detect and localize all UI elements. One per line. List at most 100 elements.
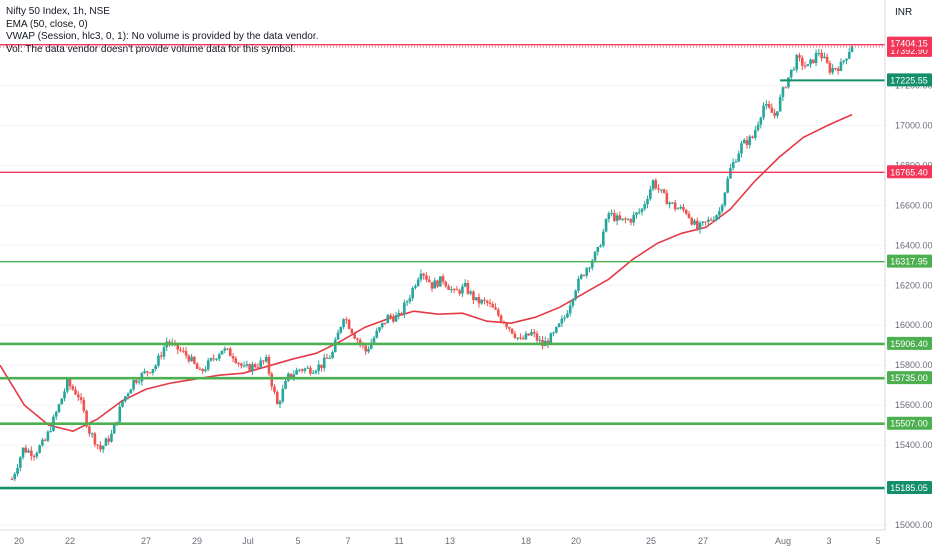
- candle-body: [488, 302, 492, 304]
- candle-body: [444, 281, 448, 287]
- candle-body: [405, 301, 409, 303]
- candle-body: [729, 168, 732, 179]
- time-tick-label: 7: [345, 536, 350, 546]
- candle-body: [24, 447, 28, 453]
- candle-body: [847, 52, 851, 59]
- candle-body: [720, 205, 724, 212]
- candle-body: [328, 357, 332, 359]
- candle-body: [85, 410, 88, 427]
- candle-body: [231, 356, 235, 359]
- candle-body: [596, 247, 600, 252]
- candle-body: [289, 373, 293, 378]
- candle-body: [93, 433, 97, 445]
- price-axis[interactable]: 17400.0017200.0017000.0016800.0016600.00…: [895, 41, 932, 531]
- candle-body: [333, 339, 337, 353]
- candle-body: [820, 52, 823, 59]
- candle-body: [281, 388, 285, 402]
- candle-body: [778, 97, 782, 112]
- candle-body: [347, 319, 351, 329]
- candlestick-series: [10, 45, 854, 482]
- candle-body: [707, 219, 710, 222]
- time-tick-label: 20: [571, 536, 581, 546]
- candle-body: [342, 319, 345, 327]
- candle-body: [787, 77, 790, 88]
- candle-body: [438, 276, 442, 287]
- candle-body: [665, 193, 669, 205]
- horizontal-levels[interactable]: [0, 44, 885, 490]
- candle-body: [253, 364, 257, 368]
- time-tick-label: 27: [698, 536, 708, 546]
- price-tag: [887, 165, 932, 179]
- candle-body: [16, 467, 19, 474]
- candle-body: [137, 381, 141, 383]
- currency-label: INR: [895, 7, 913, 18]
- gridlines: [0, 45, 885, 526]
- candle-body: [571, 299, 575, 306]
- symbol-title[interactable]: Nifty 50 Index, 1h, NSE: [6, 6, 110, 17]
- candle-body: [455, 289, 459, 291]
- candle-body: [57, 404, 61, 413]
- candle-body: [513, 333, 517, 338]
- time-axis[interactable]: 20 22 27 29 Jul 5 7 11 13 18 20 25 27 Aug 3 5: [14, 536, 881, 546]
- candle-body: [309, 367, 312, 374]
- candle-body: [676, 208, 680, 210]
- candle-body: [751, 136, 754, 138]
- candle-body: [624, 218, 627, 220]
- candle-body: [201, 369, 204, 372]
- candle-body: [748, 136, 752, 145]
- candle-body: [538, 339, 542, 341]
- candle-body: [159, 355, 163, 357]
- vwap-legend[interactable]: VWAP (Session, hlc3, 0, 1): No volume is…: [6, 31, 319, 42]
- candle-body: [466, 283, 470, 294]
- candle-body: [212, 358, 216, 360]
- candle-body: [215, 358, 218, 360]
- candle-body: [823, 56, 826, 59]
- time-tick-label: 29: [192, 536, 202, 546]
- price-tag: [887, 416, 932, 430]
- candle-body: [414, 285, 417, 288]
- candle-body: [245, 364, 249, 366]
- time-tick-label: 22: [65, 536, 75, 546]
- candle-body: [209, 358, 213, 361]
- candle-body: [712, 219, 716, 221]
- candle-body: [756, 124, 760, 131]
- candle-body: [549, 333, 553, 344]
- candle-body: [590, 260, 594, 268]
- candle-body: [162, 347, 166, 357]
- candle-body: [682, 206, 685, 210]
- candle-body: [502, 321, 506, 324]
- candle-body: [223, 348, 227, 351]
- candle-body: [709, 219, 713, 221]
- candle-body: [380, 322, 384, 328]
- candle-body: [770, 107, 774, 113]
- candle-body: [450, 289, 453, 291]
- candle-body: [411, 287, 414, 299]
- candle-body: [731, 162, 735, 169]
- candle-body: [397, 313, 401, 316]
- candle-body: [198, 368, 202, 370]
- price-tag-label: 16317.95: [890, 257, 928, 267]
- candle-body: [618, 215, 622, 220]
- chart-legend: Nifty 50 Index, 1h, NSE EMA (50, close, …: [6, 6, 318, 56]
- candle-body: [648, 189, 652, 199]
- candle-body: [345, 319, 348, 321]
- candle-body: [298, 369, 301, 371]
- price-tag: [887, 254, 932, 268]
- candle-body: [461, 286, 464, 294]
- candle-body: [378, 327, 381, 331]
- candle-body: [806, 64, 810, 67]
- candle-body: [182, 350, 185, 352]
- price-tags: 17392.90 17225.55 16765.40 16317.95 15906.40…: [887, 36, 932, 495]
- candle-body: [759, 117, 763, 125]
- volume-legend[interactable]: Vol: The data vendor doesn't provide vol…: [6, 43, 296, 55]
- candle-body: [789, 69, 793, 78]
- candle-body: [30, 450, 33, 457]
- candle-body: [532, 331, 536, 334]
- candle-body: [317, 364, 321, 371]
- candle-body: [499, 315, 503, 322]
- price-tag: [887, 336, 932, 350]
- price-tick-label: 15800.00: [895, 360, 932, 370]
- ema-legend[interactable]: EMA (50, close, 0): [6, 18, 88, 30]
- candle-body: [118, 406, 122, 422]
